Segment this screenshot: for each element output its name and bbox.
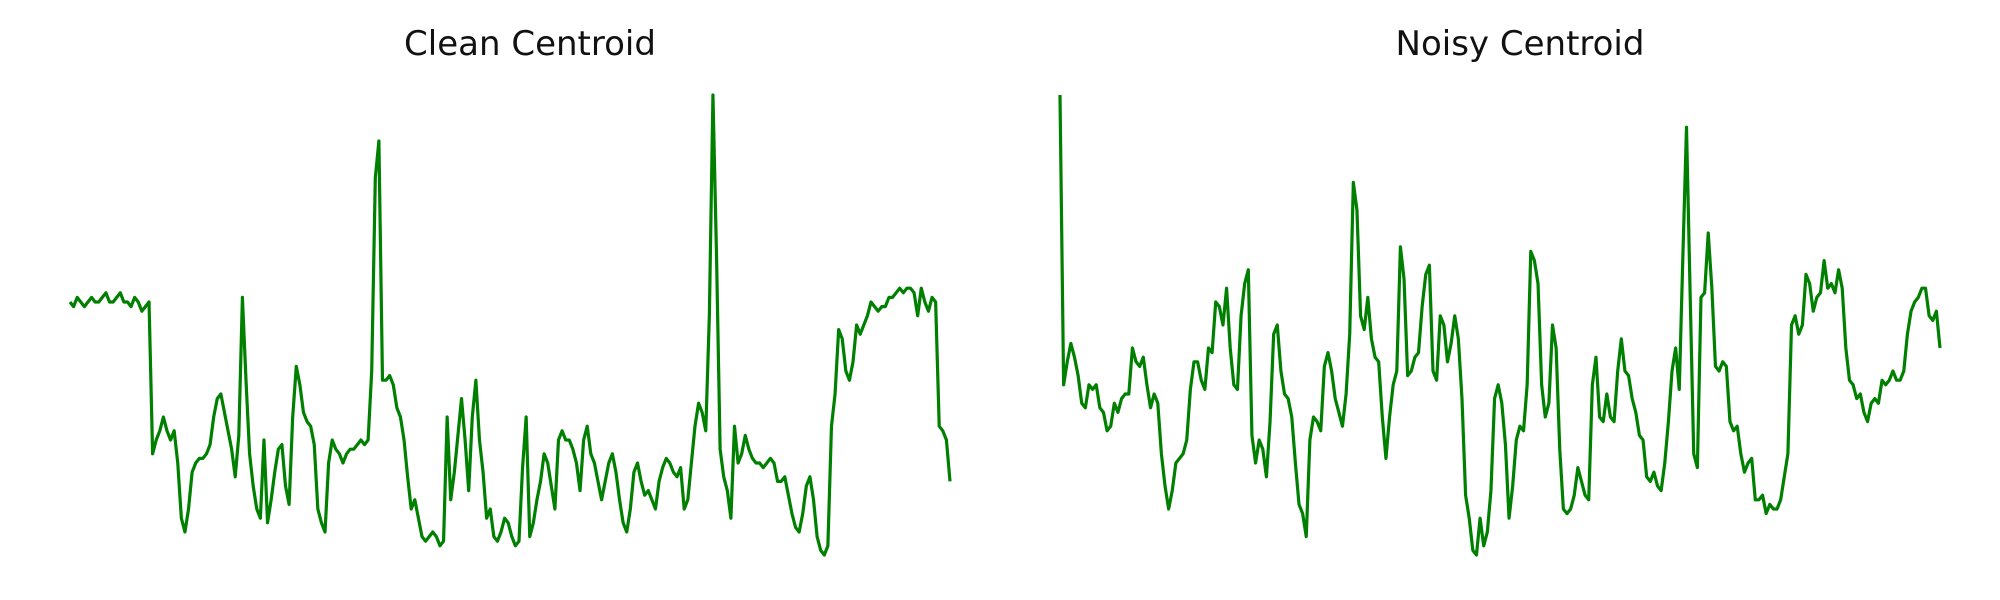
line-plot-noisy-centroid: [1058, 94, 1942, 557]
series-line-0: [68, 93, 952, 557]
chart-title: Noisy Centroid: [1395, 24, 1645, 64]
chart-panel-noisy-centroid: Noisy Centroid: [1050, 0, 1990, 600]
chart-panel-clean-centroid: Clean Centroid: [60, 0, 1000, 600]
series-line-0: [1058, 94, 1942, 557]
chart-title: Clean Centroid: [404, 24, 656, 64]
line-plot-clean-centroid: [68, 93, 952, 557]
